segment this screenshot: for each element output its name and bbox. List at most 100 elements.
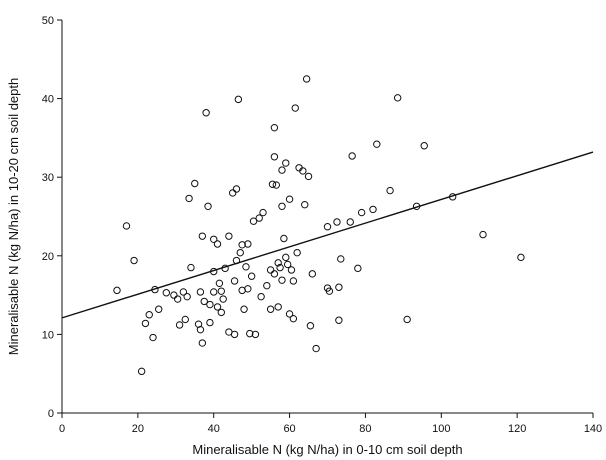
data-point — [274, 259, 282, 267]
data-point — [293, 248, 301, 257]
data-point — [145, 311, 153, 319]
data-point — [247, 272, 256, 280]
data-point — [346, 218, 354, 226]
x-tick-label: 20 — [132, 423, 144, 435]
data-point — [287, 266, 296, 274]
data-point — [185, 194, 193, 203]
data-point — [151, 285, 159, 294]
data-point — [278, 166, 286, 174]
data-point — [517, 253, 525, 262]
data-point — [225, 232, 233, 240]
data-point — [266, 266, 275, 274]
x-axis-ticks: 0 20 40 60 80 100 120 140 — [59, 413, 602, 435]
data-point — [198, 339, 207, 347]
data-point — [276, 263, 284, 272]
data-point — [274, 303, 282, 311]
data-point — [149, 333, 157, 342]
data-point — [285, 195, 294, 203]
data-point — [217, 287, 226, 295]
data-point — [289, 314, 298, 323]
data-point — [206, 300, 214, 309]
data-point — [280, 234, 288, 243]
data-point — [238, 241, 246, 249]
data-point — [420, 142, 428, 150]
data-point — [232, 256, 241, 265]
data-point — [191, 179, 199, 188]
y-tick-label: 40 — [42, 94, 54, 106]
data-point — [325, 287, 334, 295]
data-point — [210, 288, 218, 296]
data-point — [312, 344, 320, 353]
data-point — [236, 248, 244, 257]
y-tick-label: 0 — [48, 408, 54, 420]
data-point — [217, 308, 226, 317]
data-point — [333, 218, 341, 226]
data-point — [244, 285, 252, 293]
data-point — [230, 330, 239, 339]
data-point — [141, 319, 150, 328]
data-point — [285, 310, 294, 318]
data-point — [242, 263, 250, 271]
data-point — [204, 202, 212, 210]
data-point — [337, 255, 345, 263]
trend-line — [61, 151, 594, 319]
data-point — [348, 152, 356, 160]
data-point — [266, 305, 275, 313]
data-point — [282, 253, 290, 262]
data-point — [270, 123, 279, 132]
data-point — [249, 217, 258, 225]
data-point — [357, 208, 366, 217]
data-point — [202, 109, 210, 117]
data-point — [283, 260, 292, 269]
data-point — [299, 167, 307, 175]
data-point — [230, 277, 239, 285]
data-point — [210, 267, 218, 276]
data-point — [259, 208, 267, 217]
data-points — [113, 75, 525, 376]
data-point — [251, 330, 260, 339]
data-point — [183, 292, 191, 301]
data-point — [289, 277, 298, 285]
data-point — [173, 295, 182, 303]
data-point — [234, 95, 243, 104]
data-point — [373, 140, 381, 148]
data-point — [308, 270, 317, 278]
data-point — [403, 315, 411, 324]
y-axis-ticks: 0 10 20 30 40 50 — [42, 15, 62, 420]
data-point — [162, 289, 171, 297]
data-point — [196, 325, 205, 334]
data-point — [232, 185, 241, 193]
x-tick-label: 80 — [359, 423, 371, 435]
data-point — [206, 318, 214, 327]
data-point — [113, 286, 121, 295]
data-point — [270, 153, 279, 161]
data-point — [137, 367, 146, 376]
data-point — [335, 316, 343, 324]
data-point — [244, 240, 252, 248]
x-tick-label: 120 — [508, 423, 526, 435]
data-point — [270, 270, 279, 278]
data-point — [181, 315, 189, 324]
data-point — [302, 75, 311, 83]
data-point — [170, 291, 178, 299]
data-point — [198, 232, 207, 240]
x-tick-label: 60 — [283, 423, 295, 435]
data-point — [386, 186, 394, 195]
data-point — [393, 94, 402, 102]
data-point — [221, 264, 229, 273]
x-axis-title: Mineralisable N (kg N/ha) in 0-10 cm soi… — [192, 442, 462, 457]
data-point — [257, 292, 265, 301]
data-point — [272, 181, 280, 189]
x-tick-label: 0 — [59, 423, 65, 435]
data-point — [304, 172, 313, 181]
data-point — [323, 223, 332, 231]
data-point — [246, 329, 254, 338]
data-point — [263, 281, 271, 290]
data-point — [412, 202, 421, 210]
data-point — [291, 104, 299, 112]
y-tick-label: 20 — [42, 251, 54, 263]
data-point — [278, 202, 286, 210]
data-point — [215, 279, 224, 288]
data-point — [306, 322, 315, 330]
